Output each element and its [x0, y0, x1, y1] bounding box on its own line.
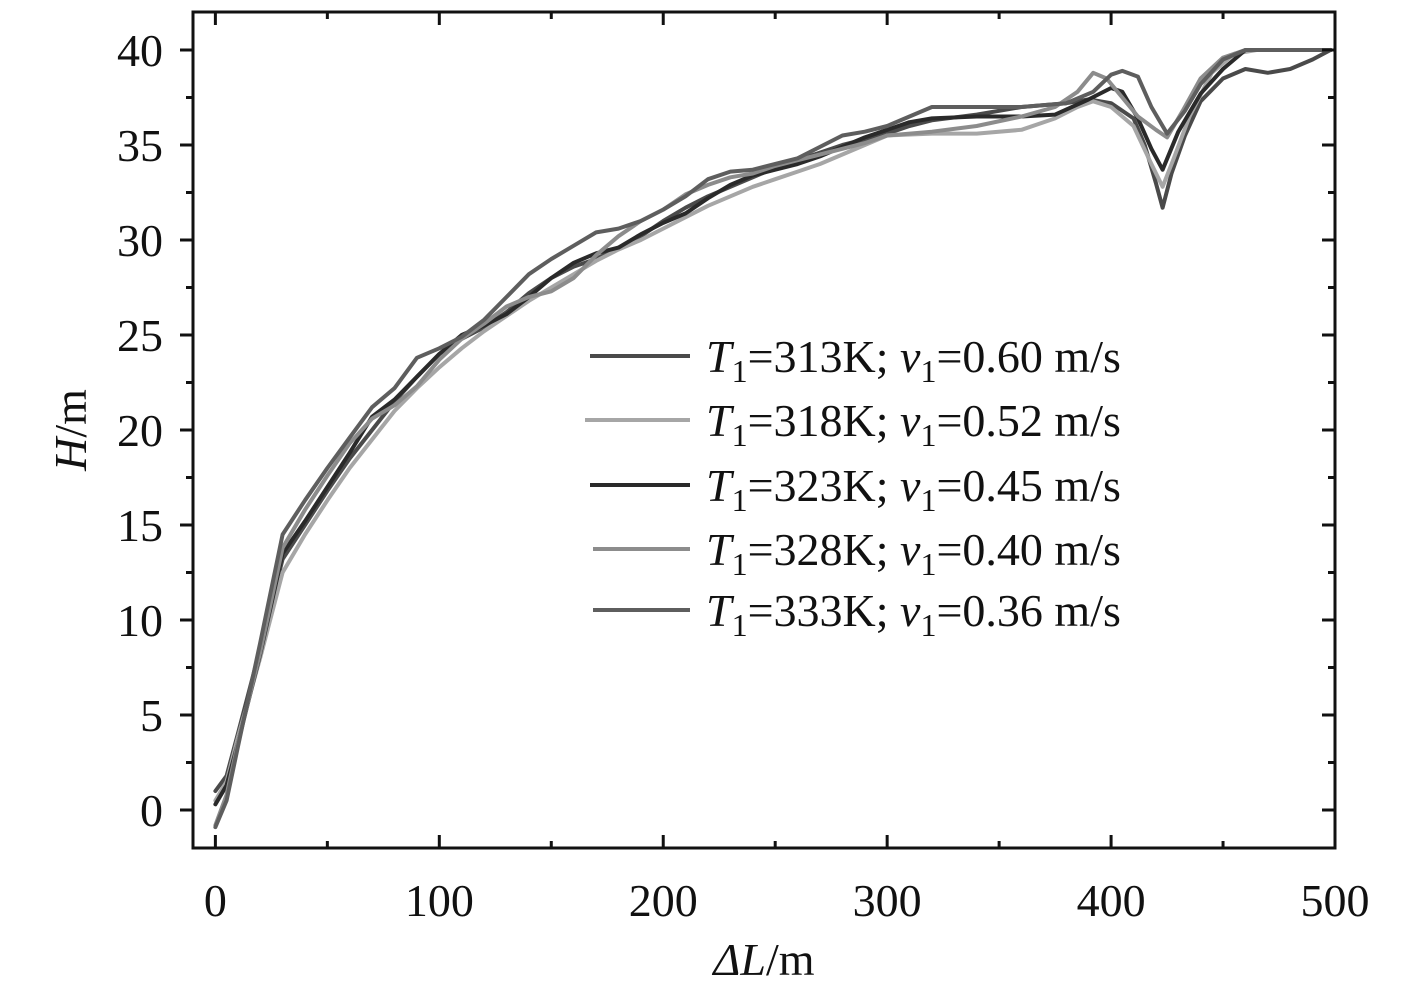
y-tick-label: 20: [117, 405, 163, 456]
x-tick-label: 0: [204, 875, 227, 926]
series-line-5: [213, 48, 1333, 830]
y-tick-label: 25: [117, 310, 163, 361]
y-tick-label: 5: [140, 690, 163, 741]
legend-label: T1=333K; v1=0.36 m/s: [706, 585, 1121, 643]
legend-label: T1=313K; v1=0.60 m/s: [706, 331, 1121, 389]
legend: T1=313K; v1=0.60 m/s T1=318K; v1=0.52 m/…: [585, 331, 1121, 643]
legend-item: T1=328K; v1=0.40 m/s: [593, 524, 1121, 582]
y-tick-label: 10: [117, 595, 163, 646]
x-tick-labels: 0 100 200 300 400 500: [204, 875, 1370, 926]
legend-label: T1=328K; v1=0.40 m/s: [706, 524, 1121, 582]
legend-label: T1=323K; v1=0.45 m/s: [706, 460, 1121, 518]
legend-label: T1=318K; v1=0.52 m/s: [706, 395, 1121, 453]
legend-item: T1=318K; v1=0.52 m/s: [585, 395, 1121, 453]
axis-ticks: [180, 12, 1337, 848]
x-axis-title: ΔL/m: [711, 934, 814, 985]
x-tick-label: 100: [405, 875, 474, 926]
x-axis-title-symbol: ΔL: [711, 934, 766, 985]
x-axis-title-unit: /m: [766, 934, 815, 985]
y-tick-label: 15: [117, 500, 163, 551]
legend-item: T1=333K; v1=0.36 m/s: [593, 585, 1121, 643]
legend-item: T1=323K; v1=0.45 m/s: [590, 460, 1121, 518]
x-tick-label: 200: [629, 875, 698, 926]
series-line-2: [213, 48, 1333, 803]
y-axis-title-unit: /m: [45, 389, 96, 438]
y-axis-title-symbol: H: [45, 435, 96, 472]
y-tick-label: 0: [140, 785, 163, 836]
y-tick-label: 35: [117, 120, 163, 171]
series-line-4: [213, 48, 1333, 828]
plot-area: [180, 10, 1337, 850]
x-tick-label: 300: [853, 875, 922, 926]
legend-item: T1=313K; v1=0.60 m/s: [590, 331, 1121, 389]
x-tick-label: 500: [1301, 875, 1370, 926]
y-tick-label: 30: [117, 215, 163, 266]
series-layer: [213, 48, 1333, 830]
x-tick-label: 400: [1077, 875, 1146, 926]
y-axis-title: H/m: [45, 389, 96, 472]
y-tick-labels: 0 5 10 15 20 25 30 35 40: [117, 25, 163, 836]
y-tick-label: 40: [117, 25, 163, 76]
